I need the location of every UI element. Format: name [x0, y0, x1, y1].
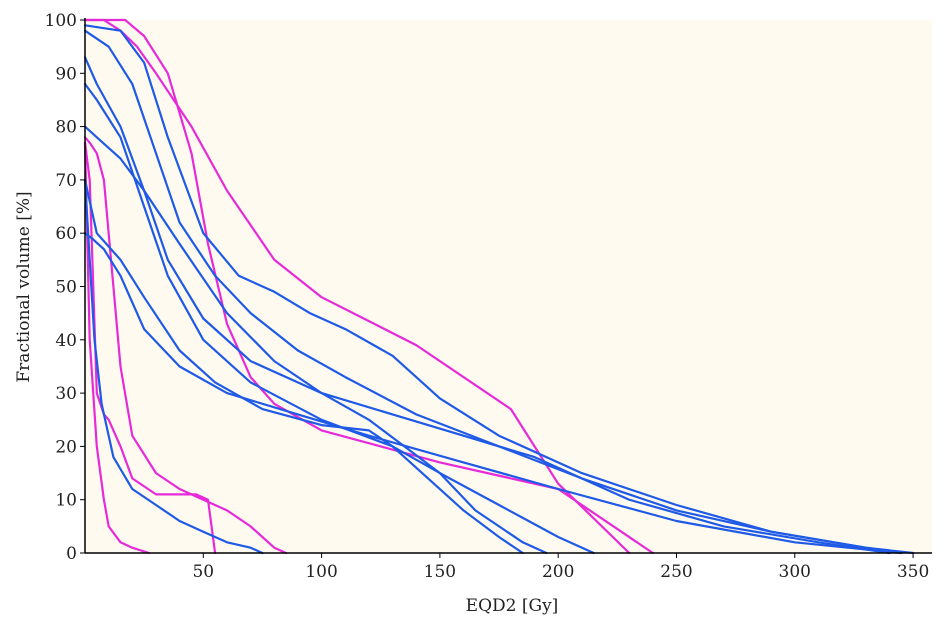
y-tick-label: 90	[55, 64, 77, 84]
x-tick-label: 300	[779, 562, 811, 582]
y-tick-label: 30	[55, 384, 77, 404]
y-tick-labels: 0 10 20 30 40 50 60 70 80 90 100	[45, 11, 85, 564]
x-tick-label: 50	[192, 562, 214, 582]
series-line-5	[83, 141, 150, 555]
series-line-12	[83, 232, 903, 555]
y-tick-label: 50	[55, 278, 77, 298]
series-line-3	[83, 136, 288, 555]
x-tick-label: 100	[305, 562, 337, 582]
series-line-7	[83, 29, 915, 555]
y-tick-label: 10	[55, 491, 77, 511]
axes	[84, 18, 932, 554]
series-line-1	[83, 18, 654, 555]
x-tick-label: 350	[897, 562, 929, 582]
x-tick-label: 150	[424, 562, 456, 582]
x-tick-label: 250	[660, 562, 692, 582]
series-layer	[83, 18, 915, 555]
y-tick-label: 80	[55, 118, 77, 138]
y-tick-label: 20	[55, 437, 77, 457]
y-tick-label: 60	[55, 224, 77, 244]
y-tick-label: 100	[45, 11, 77, 31]
plot-area	[85, 20, 932, 553]
series-line-9	[83, 82, 548, 555]
series-line-10	[83, 125, 595, 555]
series-line-13	[83, 178, 264, 555]
y-tick-label: 0	[66, 544, 77, 564]
series-line-6	[83, 24, 903, 555]
y-axis-label: Fractional volume [%]	[14, 191, 34, 382]
x-axis-label: EQD2 [Gy]	[466, 596, 559, 616]
y-tick-label: 70	[55, 171, 77, 191]
series-line-4	[83, 141, 217, 555]
y-tick-label: 40	[55, 331, 77, 351]
x-tick-labels: 50 100 150 200 250 300 350	[192, 553, 929, 582]
series-line-11	[83, 178, 524, 555]
x-tick-label: 200	[542, 562, 574, 582]
